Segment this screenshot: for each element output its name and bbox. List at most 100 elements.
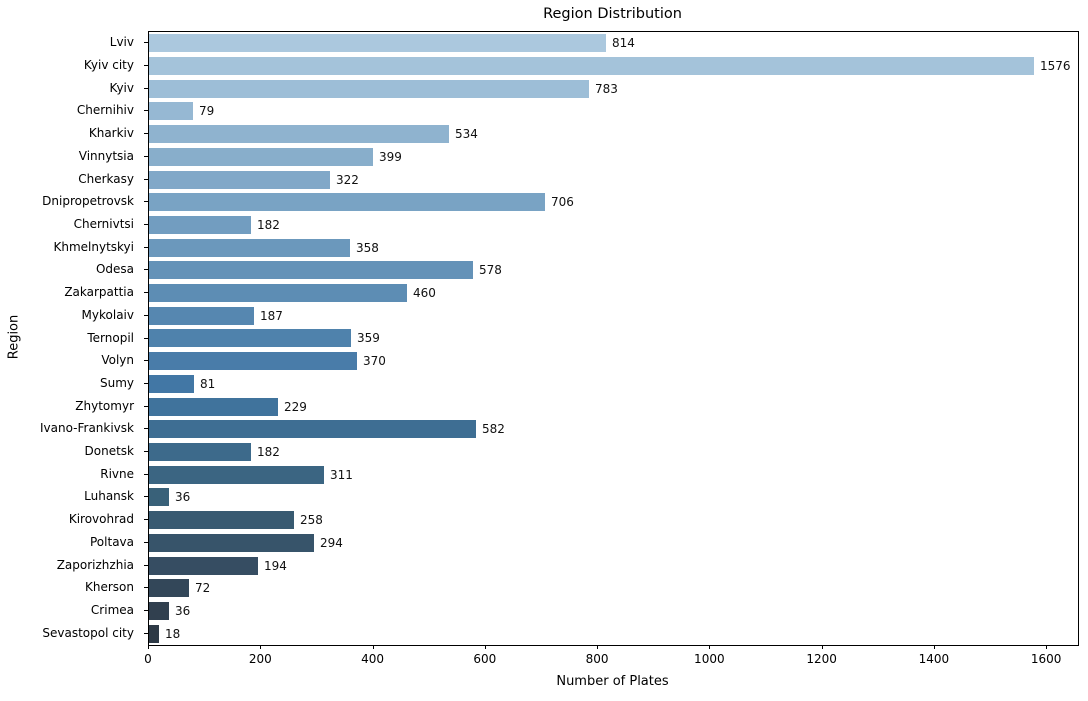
x-tick-mark [1046, 645, 1048, 649]
bar [149, 556, 258, 575]
y-tick-label: Kharkiv [88, 126, 134, 141]
bar-value-label: 18 [165, 626, 181, 641]
bar-value-label: 36 [175, 490, 191, 505]
bar [149, 125, 449, 144]
bar-value-label: 814 [612, 36, 635, 51]
y-tick-mark [144, 473, 148, 475]
bar [149, 601, 169, 620]
y-tick-label: Volyn [101, 353, 134, 368]
y-tick-mark [144, 269, 148, 271]
bar-row: 182 [149, 214, 1078, 237]
y-tick-mark [144, 382, 148, 384]
y-tick-mark [144, 87, 148, 89]
bar-value-label: 359 [357, 331, 380, 346]
x-tick-mark [372, 645, 374, 649]
y-tick-mark [144, 360, 148, 362]
bar-value-label: 399 [379, 149, 402, 164]
bar-value-label: 194 [264, 558, 287, 573]
x-tick-mark [484, 645, 486, 649]
y-tick-label: Lviv [109, 35, 134, 50]
x-tick-label: 1400 [918, 652, 950, 666]
y-tick-label: Chernivtsi [73, 216, 134, 231]
bar-value-label: 311 [330, 467, 353, 482]
bar-row: 36 [149, 486, 1078, 509]
bar [149, 215, 251, 234]
y-tick-label: Zakarpattia [64, 285, 134, 300]
y-tick-label: Zaporizhzhia [56, 557, 134, 572]
y-tick-label: Sevastopol city [42, 625, 134, 640]
bar [149, 374, 194, 393]
y-tick-mark [144, 632, 148, 634]
y-tick-mark [144, 178, 148, 180]
bar-value-label: 578 [479, 263, 502, 278]
bar [149, 102, 193, 121]
bar [149, 34, 606, 53]
bar-value-label: 1576 [1040, 59, 1071, 74]
bar-row: 370 [149, 350, 1078, 373]
y-tick-label: Ternopil [87, 330, 134, 345]
bar [149, 465, 324, 484]
bar-row: 578 [149, 259, 1078, 282]
y-tick-label: Khmelnytskyi [53, 239, 134, 254]
x-tick-label: 1600 [1030, 652, 1062, 666]
y-tick-label: Sumy [99, 375, 134, 390]
bar-value-label: 582 [482, 422, 505, 437]
bar [149, 193, 545, 212]
y-tick-label: Donetsk [84, 444, 134, 459]
x-tick-label: 200 [248, 652, 272, 666]
bar-row: 322 [149, 168, 1078, 191]
y-tick-mark [144, 587, 148, 589]
bar-value-label: 81 [200, 376, 216, 391]
y-tick-mark [144, 133, 148, 135]
y-tick-mark [144, 496, 148, 498]
bar [149, 147, 373, 166]
bar-row: 81 [149, 373, 1078, 396]
y-tick-mark [144, 201, 148, 203]
bar-row: 582 [149, 418, 1078, 441]
bar-value-label: 322 [336, 172, 359, 187]
y-tick-label: Poltava [90, 534, 134, 549]
bar-row: 1576 [149, 55, 1078, 78]
y-tick-label: Kyiv [109, 80, 134, 95]
x-tick-label: 0 [144, 652, 152, 666]
x-tick-mark [821, 645, 823, 649]
bar [149, 624, 159, 643]
bar-value-label: 182 [257, 445, 280, 459]
bar-value-label: 187 [260, 308, 283, 323]
bar-value-label: 534 [455, 127, 478, 142]
y-tick-mark [144, 519, 148, 521]
bar-value-label: 706 [551, 195, 574, 210]
bar-row: 18 [149, 622, 1078, 645]
bar-row: 358 [149, 236, 1078, 259]
y-tick-label: Cherkasy [78, 171, 134, 186]
bar [149, 397, 278, 416]
y-tick-mark [144, 337, 148, 339]
bar [149, 488, 169, 507]
y-tick-mark [144, 451, 148, 453]
x-tick-mark [148, 645, 149, 649]
bar-row: 258 [149, 509, 1078, 532]
y-tick-mark [144, 223, 148, 225]
y-tick-label: Crimea [90, 602, 134, 617]
y-tick-label: Chernihiv [76, 103, 134, 118]
y-tick-label: Zhytomyr [75, 398, 134, 413]
bar [149, 579, 189, 598]
y-tick-label: Kirovohrad [68, 512, 134, 527]
y-tick-mark [144, 405, 148, 407]
y-tick-mark [144, 65, 148, 67]
bar [149, 79, 589, 98]
bar [149, 533, 314, 552]
bar-value-label: 182 [257, 217, 280, 232]
bar [149, 238, 350, 257]
chart-title: Region Distribution [543, 6, 682, 22]
y-tick-label: Vinnytsia [78, 148, 134, 163]
x-tick-label: 1200 [806, 652, 837, 666]
bar-row: 36 [149, 600, 1078, 623]
y-tick-mark [144, 292, 148, 294]
bar-value-label: 783 [595, 81, 618, 96]
bar-value-label: 79 [199, 104, 215, 119]
y-tick-label: Odesa [95, 262, 134, 277]
bar-row: 534 [149, 123, 1078, 146]
bar-value-label: 229 [284, 399, 307, 414]
x-tick-label: 800 [585, 652, 609, 666]
